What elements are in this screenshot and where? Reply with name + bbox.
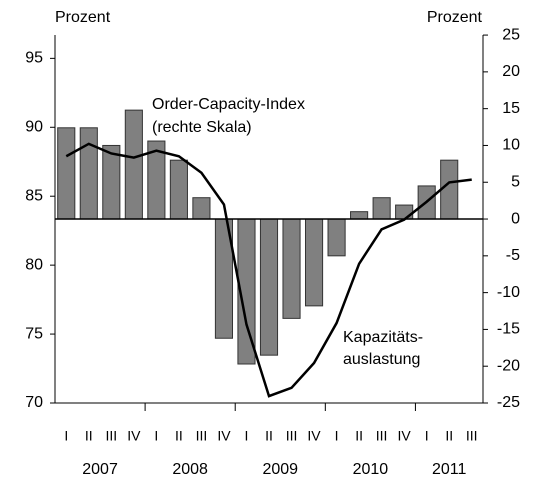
bar xyxy=(169,159,188,220)
y2-tick-label: 20 xyxy=(502,63,520,80)
annotation: auslastung xyxy=(343,351,420,368)
x-tick-label: III xyxy=(105,428,117,444)
x-tick-label: I xyxy=(245,428,249,444)
year-label: 2010 xyxy=(353,461,389,478)
y2-tick-label: -5 xyxy=(506,247,520,264)
y2-axis-label: Prozent xyxy=(427,9,483,26)
year-label: 2007 xyxy=(82,461,118,478)
x-tick-label: IV xyxy=(217,428,231,444)
x-tick-label: III xyxy=(196,428,208,444)
x-tick-label: II xyxy=(85,428,93,444)
bar xyxy=(440,159,459,220)
bar xyxy=(192,197,211,220)
x-tick-label: I xyxy=(335,428,339,444)
bar xyxy=(57,127,76,220)
y2-tick-label: -20 xyxy=(497,357,520,374)
y2-tick-label: 0 xyxy=(511,210,520,227)
x-tick-label: I xyxy=(154,428,158,444)
bar xyxy=(282,218,301,319)
year-label: 2008 xyxy=(172,461,208,478)
x-tick-label: IV xyxy=(398,428,412,444)
line xyxy=(65,142,472,398)
annotation: (rechte Skala) xyxy=(152,119,252,136)
bar xyxy=(124,109,143,220)
bar xyxy=(327,218,346,257)
x-tick-label: II xyxy=(175,428,183,444)
y-tick-label: 70 xyxy=(25,394,43,411)
y2-tick-label: 15 xyxy=(502,100,520,117)
y2-tick-label: 5 xyxy=(511,173,520,190)
x-tick-label: IV xyxy=(307,428,321,444)
x-tick-label: I xyxy=(425,428,429,444)
y-tick-label: 80 xyxy=(25,256,43,273)
y-tick-label: 85 xyxy=(25,187,43,204)
bar xyxy=(79,127,98,220)
x-tick-label: I xyxy=(64,428,68,444)
y2-tick-label: 25 xyxy=(502,26,520,43)
y-tick-label: 95 xyxy=(25,50,43,67)
y2-tick-label: 10 xyxy=(502,137,520,154)
x-tick-label: II xyxy=(355,428,363,444)
year-label: 2011 xyxy=(432,461,467,478)
y2-tick-label: -25 xyxy=(497,394,520,411)
annotation: Order-Capacity-Index xyxy=(152,96,305,113)
bar xyxy=(304,218,324,307)
year-label: 2009 xyxy=(262,461,298,478)
bar xyxy=(259,218,279,356)
y2-tick-label: -10 xyxy=(497,284,520,301)
y-axis-label: Prozent xyxy=(55,9,111,26)
bar xyxy=(350,211,369,220)
x-tick-label: IV xyxy=(127,428,141,444)
x-tick-label: III xyxy=(466,428,478,444)
y-tick-label: 90 xyxy=(25,119,43,136)
bar xyxy=(102,144,121,220)
annotation: Kapazitäts- xyxy=(343,329,423,346)
bar xyxy=(372,197,391,220)
y-tick-label: 75 xyxy=(25,325,43,342)
bar xyxy=(395,204,414,220)
x-tick-label: II xyxy=(265,428,273,444)
x-tick-label: II xyxy=(445,428,453,444)
y2-tick-label: -15 xyxy=(497,321,520,338)
x-tick-label: III xyxy=(286,428,298,444)
x-tick-label: III xyxy=(376,428,388,444)
